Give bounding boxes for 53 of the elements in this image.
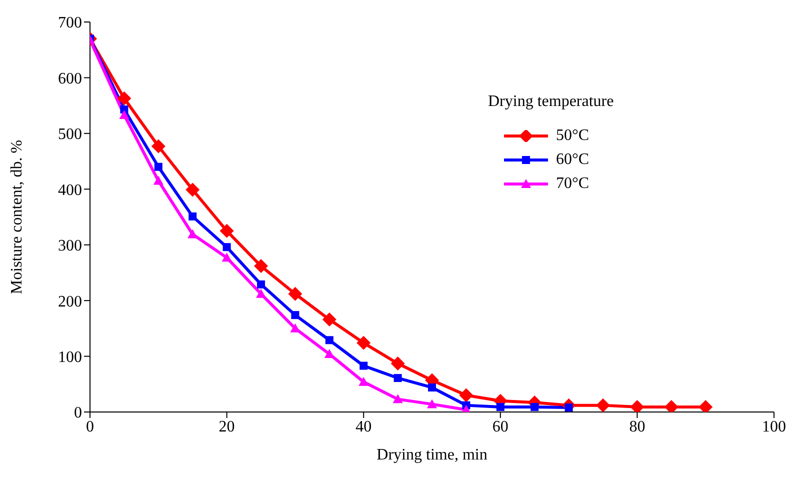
x-tick-label: 20 — [218, 418, 235, 436]
point — [394, 374, 402, 382]
point — [154, 162, 162, 171]
point — [630, 400, 644, 412]
point — [427, 399, 437, 408]
point — [222, 252, 232, 262]
x-tick-label: 100 — [762, 418, 786, 436]
point — [117, 91, 132, 106]
x-tick-label: 60 — [492, 418, 508, 436]
point — [256, 288, 266, 298]
legend-label: 50°C — [556, 127, 590, 145]
x-tick-label: 0 — [86, 418, 94, 436]
y-tick-label: 400 — [58, 182, 82, 199]
x-tick-label: 40 — [356, 418, 372, 436]
legend-label: 70°C — [556, 175, 590, 193]
point — [358, 376, 369, 386]
y-axis-title: Moisture content, db. % — [8, 140, 26, 294]
point — [324, 349, 334, 358]
y-tick-label: 700 — [58, 14, 82, 32]
point — [496, 402, 504, 411]
point — [392, 394, 403, 404]
y-tick-label: 200 — [58, 293, 82, 310]
point — [220, 224, 234, 238]
point — [288, 286, 302, 301]
x-axis-title: Drying time, min — [376, 446, 488, 464]
y-tick-label: 600 — [58, 70, 82, 88]
x-tick-label: 80 — [629, 418, 646, 436]
point — [186, 182, 200, 197]
legend-label: 60°C — [556, 151, 590, 169]
point — [119, 110, 130, 120]
point — [151, 139, 166, 154]
point — [390, 356, 405, 371]
y-tick-label: 500 — [58, 126, 82, 144]
point — [428, 383, 436, 392]
point — [254, 259, 268, 274]
point — [698, 400, 713, 412]
point — [291, 311, 300, 320]
point — [222, 243, 231, 252]
y-tick-label: 100 — [58, 348, 82, 366]
point — [360, 362, 368, 370]
point — [153, 176, 164, 185]
point — [325, 336, 334, 344]
point — [459, 388, 474, 402]
point — [188, 212, 197, 220]
point — [322, 312, 336, 327]
point — [530, 402, 539, 411]
point — [596, 398, 610, 412]
legend-title: Drying temperature — [488, 93, 614, 111]
y-tick-label: 0 — [74, 404, 82, 422]
point — [257, 280, 265, 288]
point — [356, 336, 371, 350]
y-tick-label: 300 — [58, 238, 82, 255]
point — [664, 400, 678, 412]
